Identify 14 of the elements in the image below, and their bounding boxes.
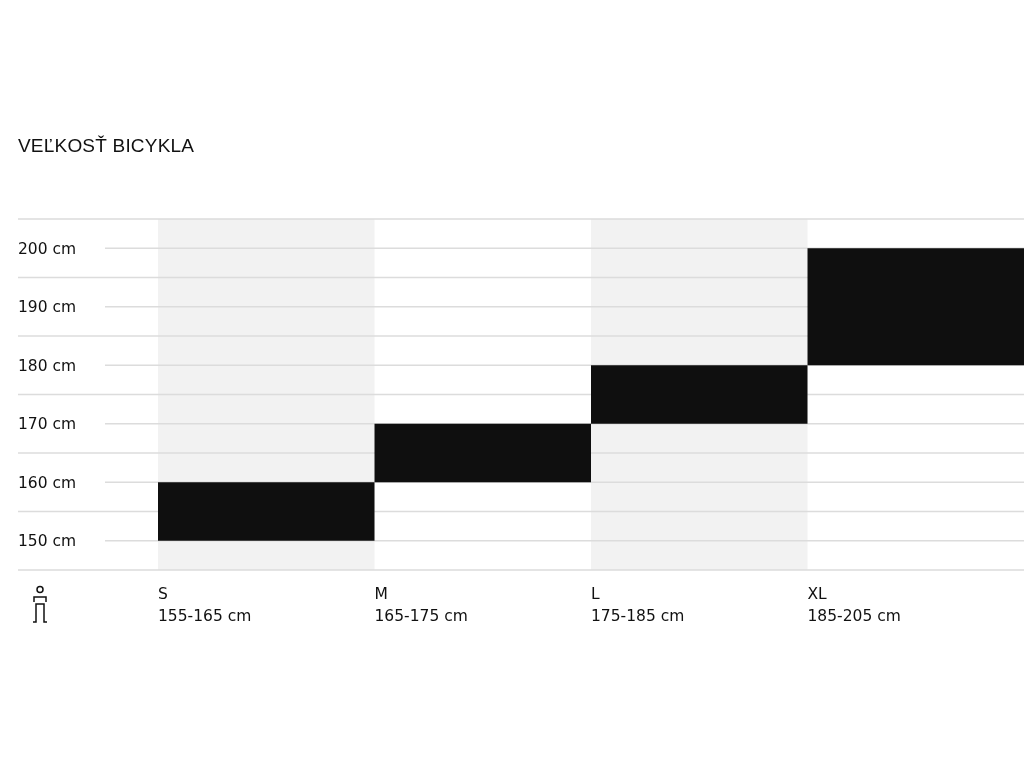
y-tick-label: 200 cm	[18, 239, 77, 258]
chart-title: VEĽKOSŤ BICYKLA	[18, 135, 195, 156]
x-tick-label: XL 185-205 cm	[807, 585, 901, 625]
y-tick-label: 180 cm	[18, 356, 77, 375]
y-tick-label: 190 cm	[18, 298, 77, 317]
bar	[158, 482, 375, 541]
x-tick-label: S 155-165 cm	[158, 585, 252, 625]
bar	[591, 365, 808, 424]
bar	[374, 423, 591, 483]
y-tick-label: 170 cm	[18, 415, 77, 434]
x-tick-label: L 175-185 cm	[591, 585, 685, 625]
x-tick-label: M 165-175 cm	[374, 585, 468, 625]
y-tick-label: 160 cm	[18, 473, 77, 492]
y-tick-label: 150 cm	[18, 532, 77, 551]
